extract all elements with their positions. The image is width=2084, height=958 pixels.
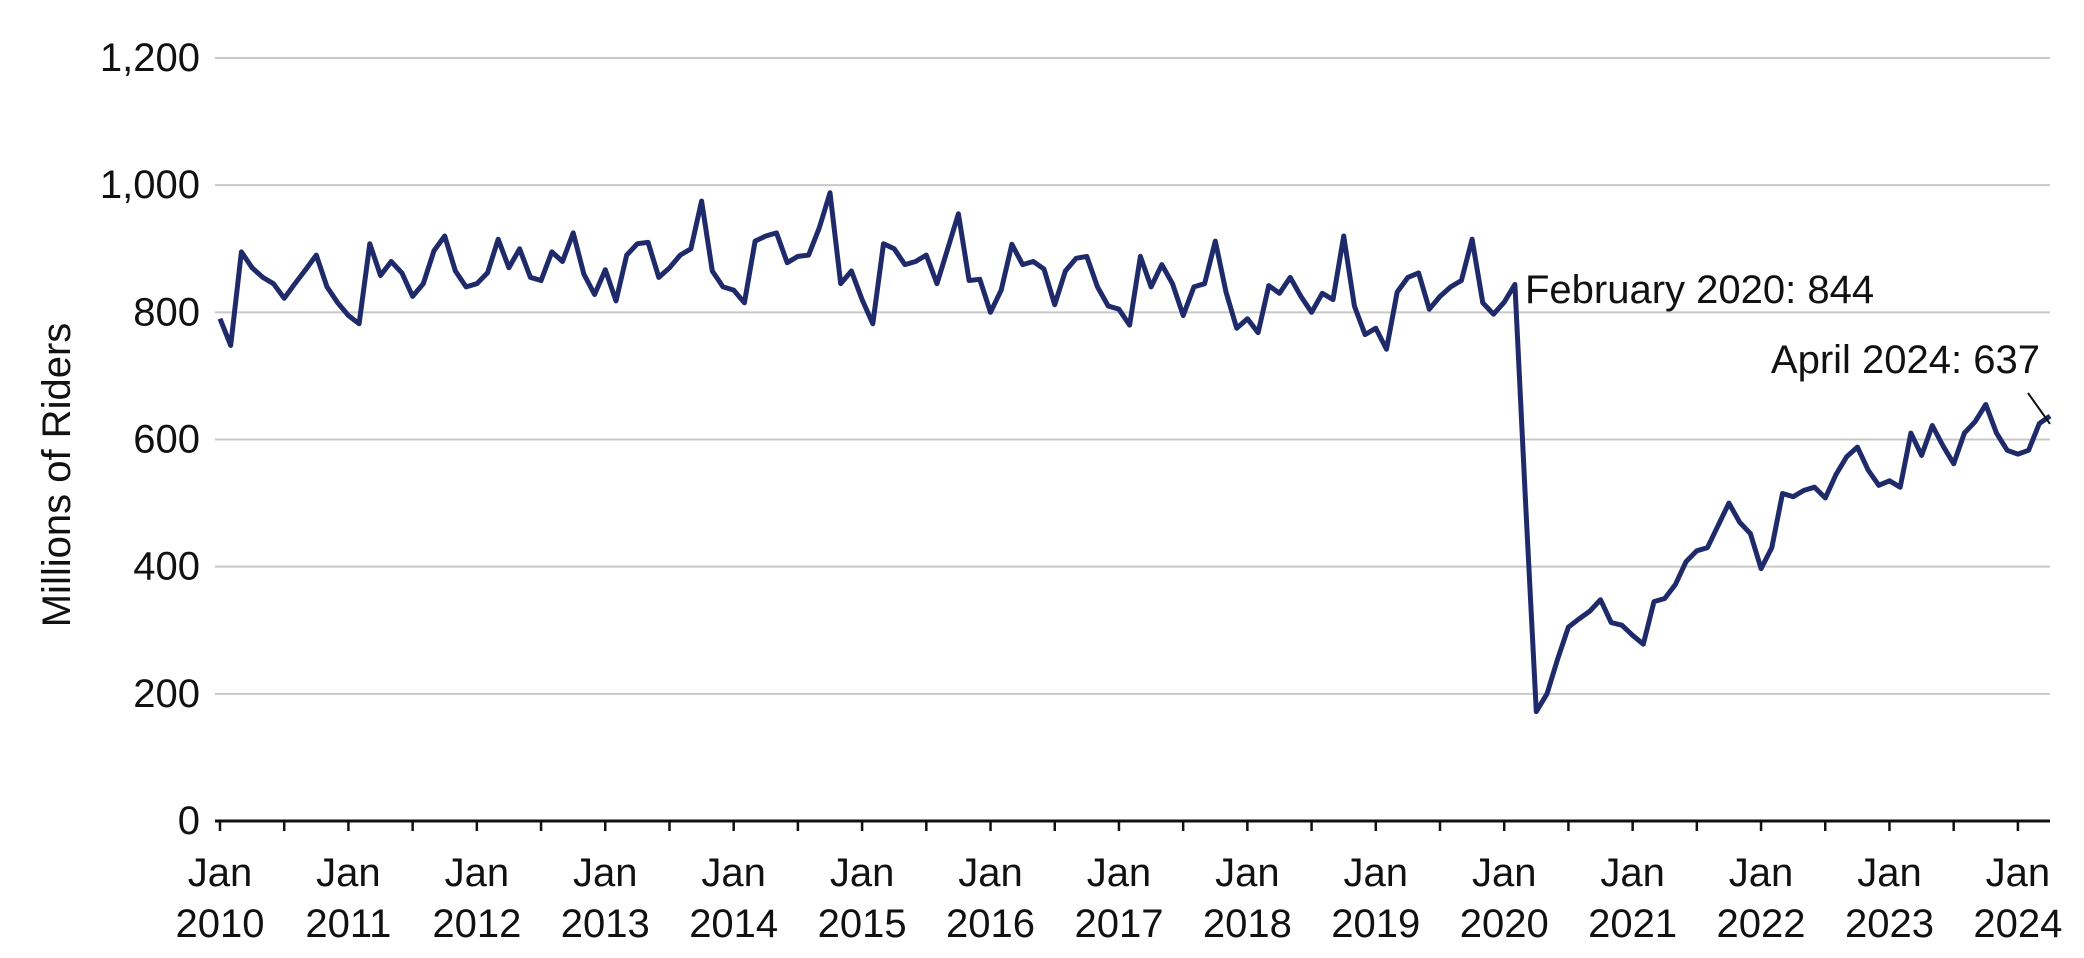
annotation-apr-2024: April 2024: 637 <box>1771 338 2040 382</box>
x-tick-label-month: Jan <box>1729 851 1794 895</box>
x-tick-label-month: Jan <box>1600 851 1665 895</box>
y-tick-label: 800 <box>133 290 200 334</box>
x-tick-label-month: Jan <box>958 851 1023 895</box>
y-axis-title: Millions of Riders <box>35 323 79 628</box>
x-tick-label-year: 2015 <box>818 902 907 946</box>
x-tick-label-month: Jan <box>1087 851 1152 895</box>
axes: 0 200 400 600 800 1,000 1,200 Jan 2010 Jan 2011 Jan… <box>100 36 2062 946</box>
annotation-leader-line <box>2027 392 2051 425</box>
y-tick-label: 400 <box>133 545 200 589</box>
x-tick-label-year: 2021 <box>1588 902 1677 946</box>
x-tick-label-month: Jan <box>188 851 253 895</box>
x-tick-label-month: Jan <box>701 851 766 895</box>
gridlines <box>215 57 2050 695</box>
x-tick-label-month: Jan <box>1344 851 1409 895</box>
x-tick-label-year: 2023 <box>1845 902 1934 946</box>
y-tick-label: 600 <box>133 418 200 462</box>
y-tick-label: 1,000 <box>100 163 200 207</box>
x-tick-label-month: Jan <box>316 851 381 895</box>
y-tick-label: 1,200 <box>100 36 200 80</box>
x-tick-label-month: Jan <box>830 851 895 895</box>
x-tick-label-year: 2014 <box>689 902 778 946</box>
x-tick-label-month: Jan <box>1215 851 1280 895</box>
x-tick-label-year: 2012 <box>432 902 521 946</box>
x-tick-label-month: Jan <box>573 851 638 895</box>
series-layer <box>217 190 2052 715</box>
x-tick-label-year: 2018 <box>1203 902 1292 946</box>
x-tick-label-year: 2010 <box>176 902 265 946</box>
x-tick-label-year: 2017 <box>1074 902 1163 946</box>
x-tick-label-year: 2019 <box>1331 902 1420 946</box>
x-tick-label-month: Jan <box>1472 851 1537 895</box>
annotations: February 2020: 844 April 2024: 637 <box>1525 268 2051 425</box>
series-line <box>217 190 2052 715</box>
x-tick-label-year: 2020 <box>1460 902 1549 946</box>
x-tick-label-year: 2013 <box>561 902 650 946</box>
annotation-feb-2020: February 2020: 844 <box>1525 268 1874 312</box>
x-tick-label-month: Jan <box>445 851 510 895</box>
x-tick-label-year: 2022 <box>1717 902 1806 946</box>
x-tick-label-month: Jan <box>1986 851 2051 895</box>
x-tick-label-year: 2024 <box>1973 902 2062 946</box>
x-tick-label-year: 2016 <box>946 902 1035 946</box>
x-tick-label-month: Jan <box>1857 851 1922 895</box>
y-tick-label: 0 <box>178 799 200 843</box>
x-tick-label-year: 2011 <box>305 902 391 946</box>
y-tick-label: 200 <box>133 672 200 716</box>
